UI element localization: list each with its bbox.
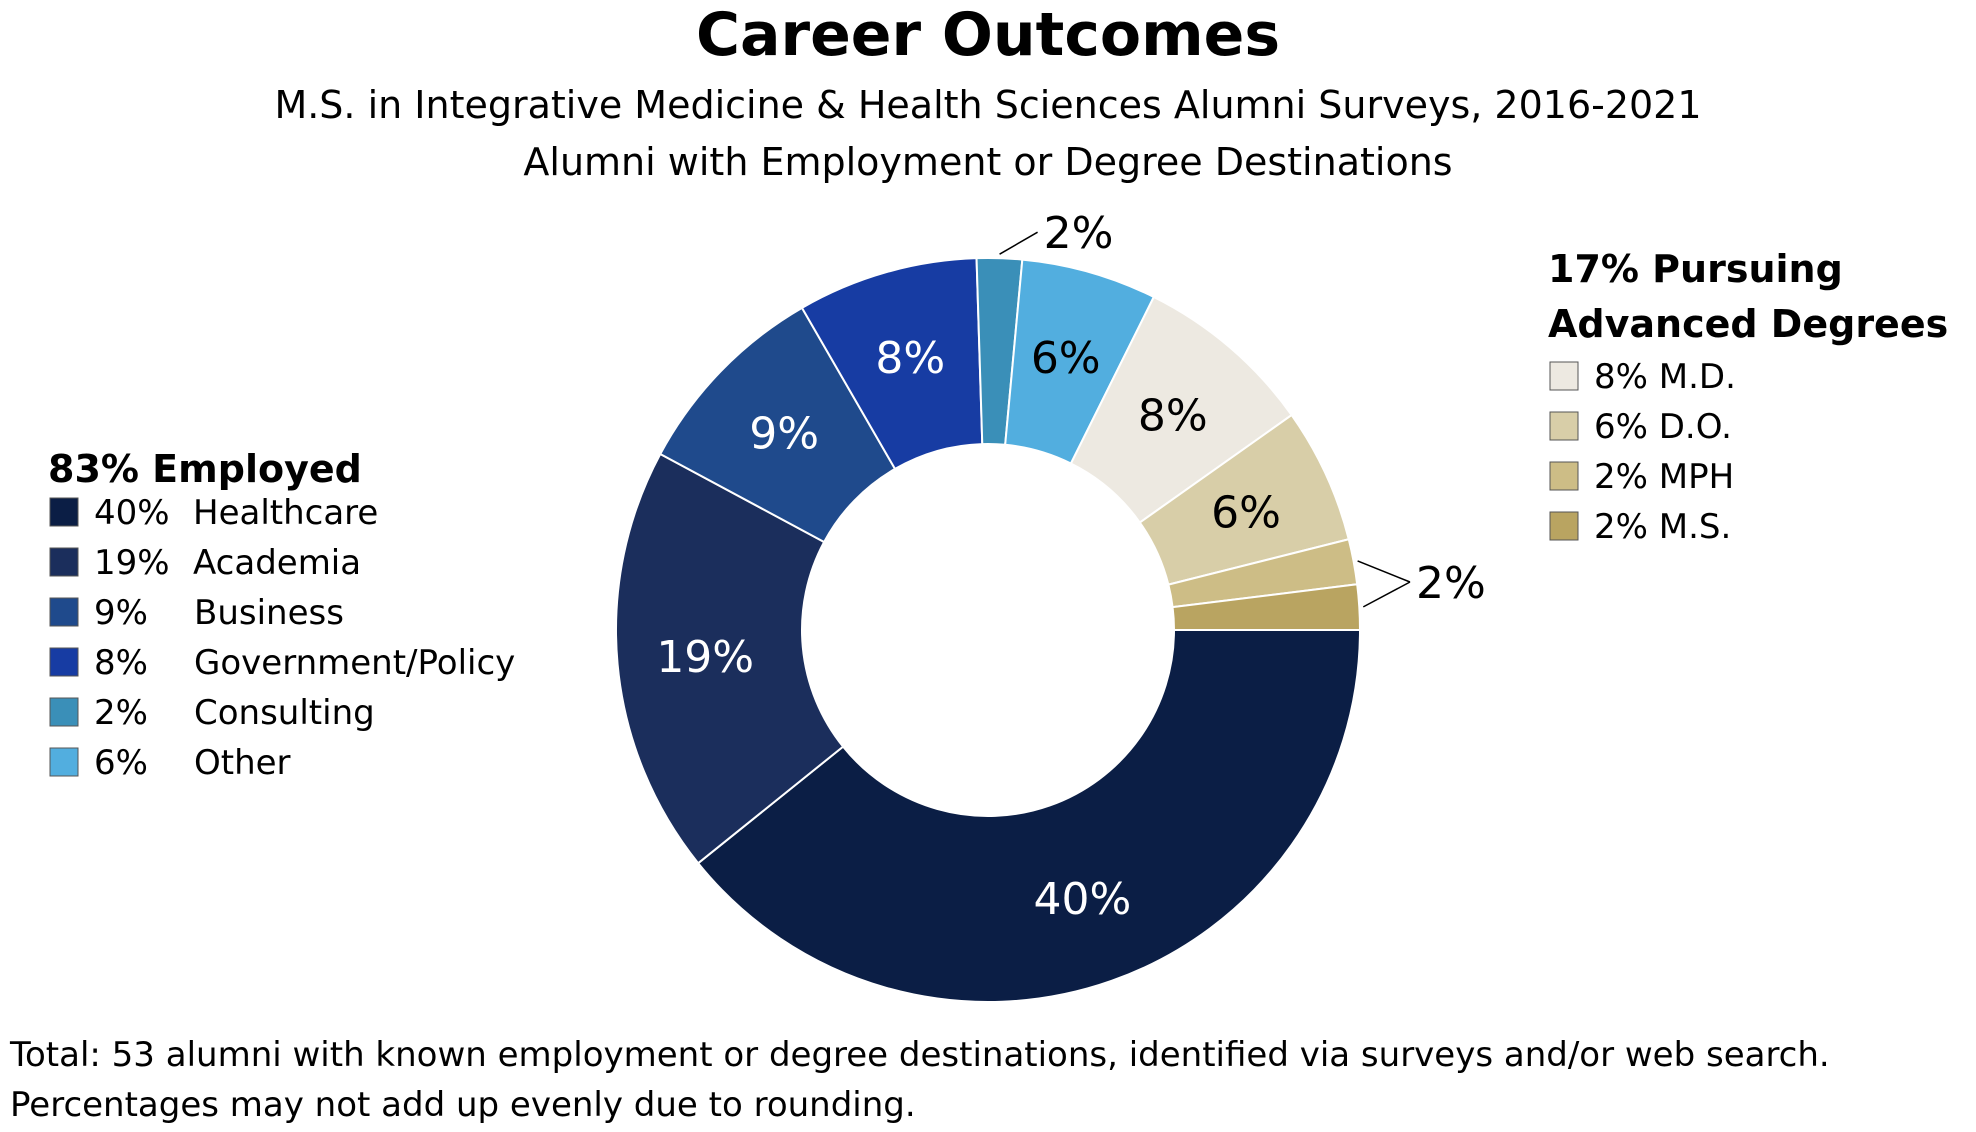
legend-label-healthcare: Healthcare <box>193 493 378 533</box>
legend-label-other: Other <box>194 743 291 783</box>
callout-label-mph-ms: 2% <box>1416 558 1486 609</box>
slice-label-academia: 19% <box>656 632 754 683</box>
legend-label-business: Business <box>194 593 344 633</box>
legend-swatch-other <box>49 747 79 777</box>
legend-pct-healthcare: 40% <box>94 493 170 533</box>
chart-title: Career Outcomes <box>696 0 1280 70</box>
slice-academia <box>615 452 845 865</box>
legend-label-2-m-s: 2% M.S. <box>1594 507 1731 547</box>
legend-label-6-d-o: 6% D.O. <box>1594 407 1732 447</box>
legend-pct-government-policy: 8% <box>94 643 148 683</box>
slice-label-healthcare: 40% <box>1033 874 1131 925</box>
footnote-line-1: Total: 53 alumni with known employment o… <box>9 1035 1830 1075</box>
legend-swatch-8-m-d <box>1549 361 1579 391</box>
legend-swatch-government-policy <box>49 647 79 677</box>
legend-pct-consulting: 2% <box>94 693 148 733</box>
callout-label-consulting: 2% <box>1044 208 1114 259</box>
slice-label-m-d: 8% <box>1138 390 1208 441</box>
legend-degrees-heading-line-2: Advanced Degrees <box>1548 302 1948 346</box>
slice-label-business: 9% <box>749 408 819 459</box>
footnote-line-2: Percentages may not add up evenly due to… <box>10 1085 916 1125</box>
legend-employed: 83% Employed 40% Healthcare 19% Academia 9% B… <box>48 447 515 783</box>
chart-subtitle-line-1: M.S. in Integrative Medicine & Health Sc… <box>274 83 1701 127</box>
legend-pct-academia: 19% <box>94 543 170 583</box>
slice-healthcare <box>696 629 1362 1003</box>
legend-label-8-m-d: 8% M.D. <box>1594 357 1736 397</box>
legend-degrees-heading-line-1: 17% Pursuing <box>1548 247 1843 291</box>
donut-slice-labels: 40%19%9%8% 6%8%6% <box>656 333 1281 925</box>
callout-line-consulting <box>999 231 1038 255</box>
legend-swatch-2-mph <box>1549 461 1579 491</box>
legend-employed-heading: 83% Employed <box>48 447 362 491</box>
legend-pct-business: 9% <box>94 593 148 633</box>
callout-line-mph <box>1357 560 1411 583</box>
legend-swatch-6-d-o <box>1549 411 1579 441</box>
donut-callouts: 2% 2% <box>999 208 1486 609</box>
legend-pct-other: 6% <box>94 743 148 783</box>
legend-label-2-mph: 2% MPH <box>1594 457 1734 497</box>
legend-swatch-healthcare <box>49 497 79 527</box>
donut-slices <box>615 256 1362 1003</box>
slice-m-s <box>1171 583 1362 631</box>
legend-swatch-business <box>49 597 79 627</box>
slice-label-d-o: 6% <box>1211 487 1281 538</box>
slice-label-government-policy: 8% <box>875 333 945 384</box>
legend-degrees: 17% Pursuing Advanced Degrees 8% M.D. 6% … <box>1548 247 1948 547</box>
callout-line-m-s <box>1362 581 1411 608</box>
legend-swatch-academia <box>49 547 79 577</box>
chart-subtitle-line-2: Alumni with Employment or Degree Destina… <box>523 140 1452 184</box>
legend-label-government-policy: Government/Policy <box>194 643 515 683</box>
legend-label-consulting: Consulting <box>194 693 375 733</box>
legend-label-academia: Academia <box>193 543 361 583</box>
legend-swatch-2-m-s <box>1549 511 1579 541</box>
legend-swatch-consulting <box>49 697 79 727</box>
slice-label-other: 6% <box>1031 333 1101 384</box>
